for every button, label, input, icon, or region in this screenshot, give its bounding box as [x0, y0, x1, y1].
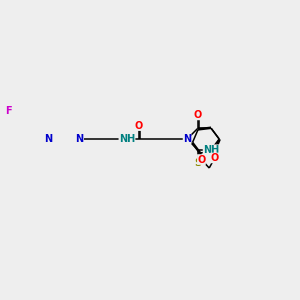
Text: NH: NH: [203, 145, 219, 155]
Text: S: S: [194, 158, 201, 168]
Text: O: O: [197, 154, 206, 164]
Text: NH: NH: [119, 134, 135, 144]
Text: O: O: [135, 121, 143, 130]
Text: N: N: [44, 134, 52, 144]
Text: N: N: [183, 134, 191, 144]
Text: O: O: [194, 110, 202, 120]
Text: O: O: [211, 153, 219, 163]
Text: F: F: [5, 106, 11, 116]
Text: N: N: [75, 134, 83, 144]
